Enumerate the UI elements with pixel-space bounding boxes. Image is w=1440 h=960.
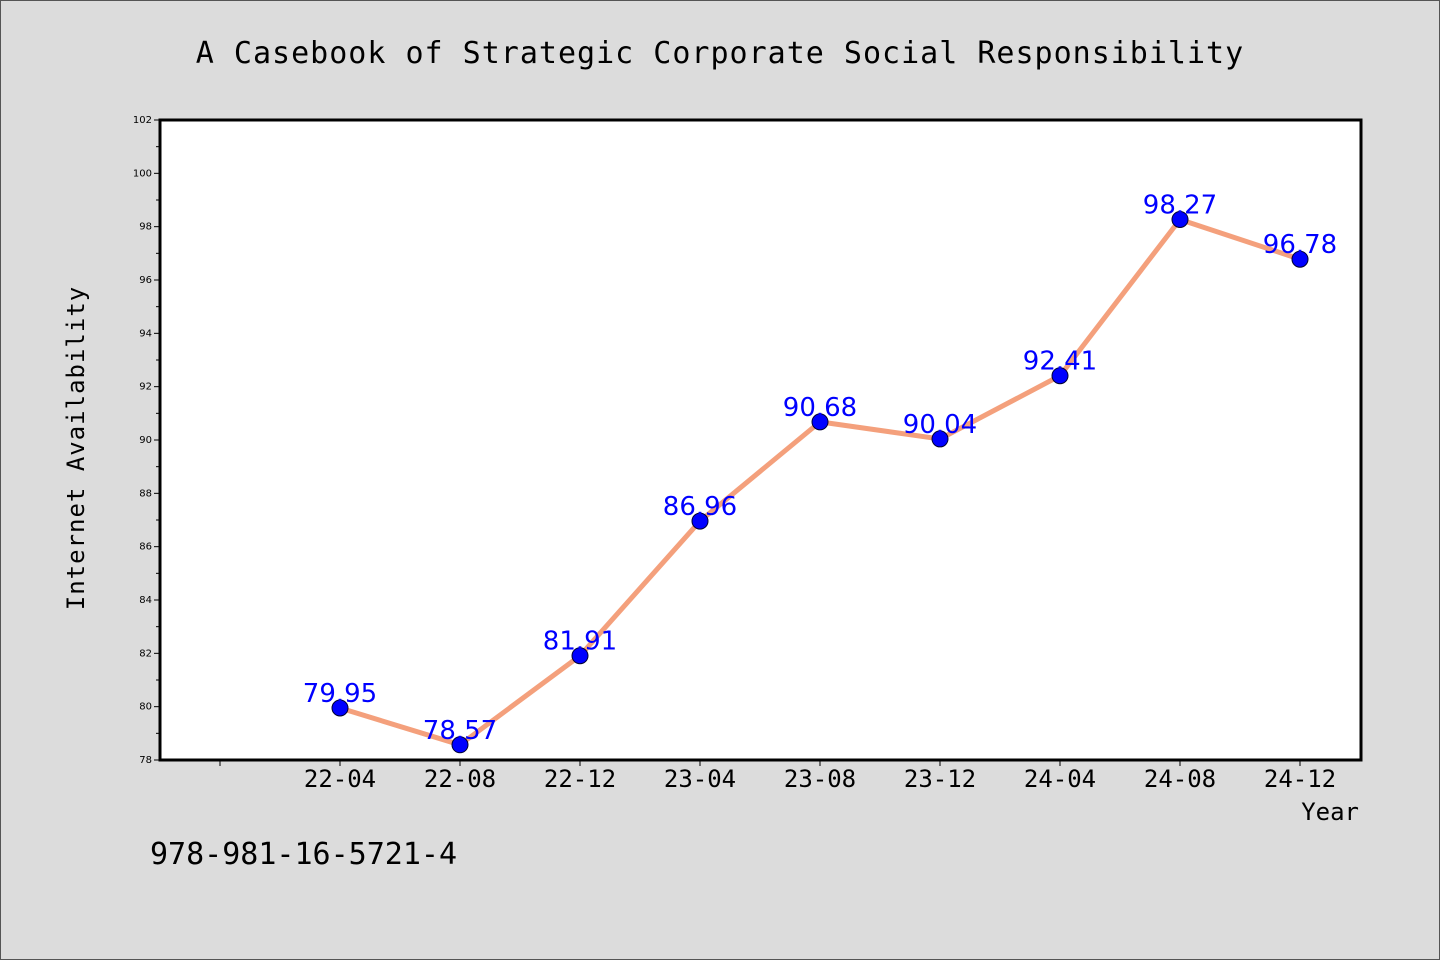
x-tick-label: 24-12 (1264, 765, 1336, 793)
series-layer: 79.95 78.57 81.91 86.96 90.68 90.04 92.41 98.27… (303, 190, 1337, 754)
isbn-footer: 978-981-16-5721-4 (150, 837, 457, 872)
data-label: 96.78 (1263, 230, 1337, 260)
data-point (691, 512, 709, 530)
data-point (1171, 210, 1189, 228)
y-tick-label: 100 (133, 168, 152, 179)
data-point (811, 413, 829, 431)
y-tick-label: 78 (139, 755, 152, 766)
plot-area (158, 118, 1363, 762)
data-label: 90.04 (903, 410, 977, 440)
data-point (1051, 367, 1069, 385)
data-point (331, 699, 349, 717)
data-label: 78.57 (423, 716, 497, 746)
x-tick-label: 24-08 (1144, 765, 1216, 793)
y-tick-label: 82 (139, 648, 152, 659)
data-point (1291, 250, 1309, 268)
y-axis-label: Internet Availability (62, 286, 90, 610)
y-tick-label: 92 (139, 382, 152, 393)
y-tick-label: 94 (139, 328, 152, 339)
y-axis-ticks: 78 80 82 84 86 88 90 92 94 96 98 100 102 (133, 115, 160, 766)
x-tick-label: 22-04 (304, 765, 376, 793)
y-tick-label: 90 (139, 435, 152, 446)
x-tick-label: 23-08 (784, 765, 856, 793)
data-label: 98.27 (1143, 190, 1217, 220)
data-label: 86.96 (663, 492, 737, 522)
y-tick-label: 84 (139, 595, 152, 606)
data-label: 90.68 (783, 393, 857, 423)
data-label: 79.95 (303, 679, 377, 709)
y-tick-label: 96 (139, 275, 152, 286)
data-label: 81.91 (543, 627, 617, 657)
y-tick-label: 98 (139, 222, 152, 233)
x-tick-label: 22-12 (544, 765, 616, 793)
x-tick-label: 23-12 (904, 765, 976, 793)
data-point (931, 430, 949, 448)
x-tick-label: 23-04 (664, 765, 736, 793)
data-point (451, 736, 469, 754)
x-axis-label: Year (1301, 798, 1359, 826)
x-tick-label: 24-04 (1024, 765, 1096, 793)
chart-title: A Casebook of Strategic Corporate Social… (196, 36, 1244, 71)
x-axis-ticks: 22-04 22-08 22-12 23-04 23-08 23-12 24-04 24-08… (219, 760, 1336, 793)
y-tick-label: 88 (139, 488, 152, 499)
y-tick-label: 102 (133, 115, 152, 126)
y-tick-label: 86 (139, 542, 152, 553)
data-label: 92.41 (1023, 347, 1097, 377)
data-point (571, 647, 589, 665)
y-tick-label: 80 (139, 702, 152, 713)
x-tick-label: 22-08 (424, 765, 496, 793)
